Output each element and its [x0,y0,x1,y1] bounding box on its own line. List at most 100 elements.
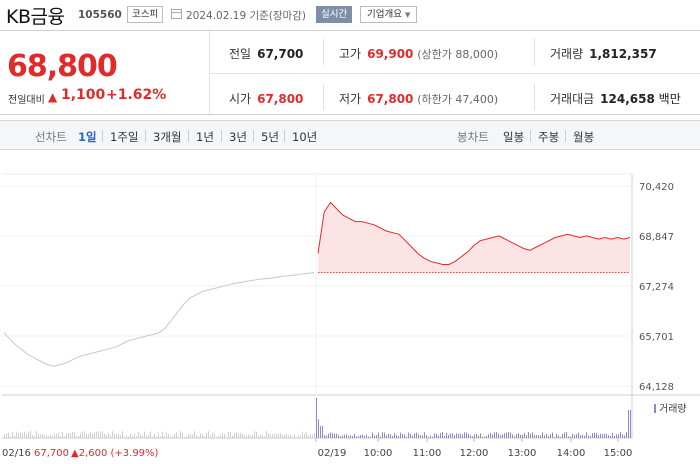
volume-bar [36,431,37,438]
tab-1d[interactable]: 1일 [78,130,97,144]
y-tick-label: 68,847 [639,232,674,243]
volume-bar [184,436,185,438]
volume-bar [402,434,403,438]
volume-bar [326,435,327,438]
volume-bar [548,436,549,438]
tab-daily-candle[interactable]: 일봉 [503,130,525,144]
volume-bar [64,436,65,438]
tab-weekly-candle[interactable]: 주봉 [538,130,560,144]
volume-bar [58,432,59,438]
quote-basis: 기준(장마감) [249,10,306,22]
company-overview-label: 기업개요 [367,9,402,20]
volume-bar [18,433,19,438]
volume-bar [530,433,531,438]
volume-bar [236,432,237,438]
volume-bar [452,433,453,438]
volume-bar [296,436,297,438]
volume-bar [90,432,91,438]
tab-3y[interactable]: 3년 [229,130,247,144]
volume-bar [456,433,457,438]
candle-chart-label: 봉차트 [457,130,489,144]
volume-bar [448,434,449,438]
divider [145,130,146,142]
day-open: 시가 67,800 [229,90,303,107]
volume-bar [590,436,591,438]
volume-bar [94,432,95,438]
series-line-0219 [317,201,631,265]
y-tick-label: 65,701 [639,332,674,343]
volume-bar [112,431,113,438]
volume-bar [602,434,603,438]
volume-bar [342,435,343,438]
volume-bar [484,436,485,438]
volume-bar [488,434,489,438]
volume-bar [416,432,417,438]
tab-3m[interactable]: 3개월 [153,130,182,144]
volume-bar [534,435,535,438]
quote-date: 2024.02.19 기준(장마감) [186,8,306,23]
volume-bar [374,435,375,438]
volume-bar [244,434,245,438]
volume-bar [258,435,259,438]
volume-bar [84,431,85,438]
realtime-button[interactable]: 실시간 [316,6,353,23]
prev-day-change: ▲2,600 (+3.99%) [71,448,159,459]
volume-bar [48,436,49,438]
volume-legend-swatch [654,404,656,413]
volume-bar [270,434,271,438]
volume-bar [520,434,521,438]
tab-monthly-candle[interactable]: 월봉 [573,130,595,144]
prev-close: 전일 67,700 [229,45,303,62]
volume-bar [592,433,593,438]
volume-bar [200,433,201,438]
volume-bar [618,434,619,438]
volume-bar [158,432,159,438]
tab-10y[interactable]: 10년 [292,130,318,144]
volume-bar [188,433,189,438]
volume-bar [360,435,361,438]
divider [323,39,324,65]
volume-bar [126,435,127,438]
volume-bar [192,434,193,438]
price-panel: 68,800 전일대비 ▲ 1,100 +1.62% [0,31,210,116]
volume-bar [272,433,273,438]
volume-bar [336,433,337,438]
volume-bar [264,436,265,438]
tab-5y[interactable]: 5년 [261,130,279,144]
volume-bar [74,432,75,438]
volume-bar [154,433,155,438]
volume-bar [424,432,425,438]
x-tick-label: 14:00 [557,448,586,459]
volume-bar [82,431,83,438]
volume-bar [516,434,517,438]
volume-bar [116,433,117,438]
volume-bar [536,435,537,438]
volume-bar [206,432,207,438]
x-tick-label: 10:00 [364,448,393,459]
company-overview-dropdown[interactable]: 기업개요 ▼ [360,6,418,23]
volume-bar [350,435,351,438]
high-value: 69,900 [367,47,414,61]
volume-bars [4,398,631,438]
volume-bar [76,436,77,438]
volume-bar [508,432,509,438]
volume-bar [122,431,123,438]
volume-bar [472,436,473,438]
volume-bar [506,432,507,438]
volume-bar [400,432,401,438]
low-label: 저가 [339,92,362,106]
tab-1y[interactable]: 1년 [196,130,214,144]
volume-bar [616,434,617,438]
volume-bar [252,434,253,438]
prev-close-label: 전일 [229,47,252,61]
divider [253,130,254,142]
volume-bar [282,434,283,438]
volume-bar [492,434,493,438]
tab-1w[interactable]: 1주일 [110,130,139,144]
volume-bar [60,435,61,438]
volume-bar [356,436,357,438]
x-tick-label: 13:00 [508,448,537,459]
volume-bar [440,433,441,438]
volume-bar [6,433,7,438]
change-percent: +1.62% [106,87,167,103]
